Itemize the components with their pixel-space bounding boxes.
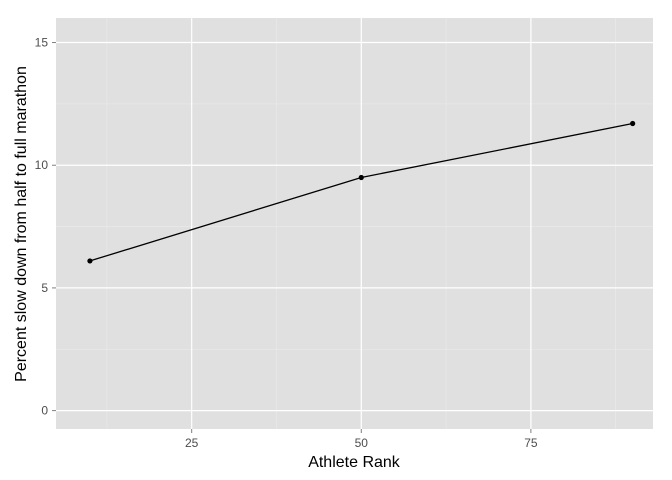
x-tick-label: 75 [524,436,538,450]
y-axis-title: Percent slow down from half to full mara… [13,66,30,382]
data-point [358,174,364,181]
y-axis-ticks: 0 5 10 15 [35,36,56,418]
y-tick-label: 5 [41,281,48,295]
major-gridlines [56,18,653,429]
data-point [630,120,636,127]
x-axis-ticks: 25 50 75 [185,429,538,450]
y-tick-label: 15 [35,36,49,50]
y-tick-label: 0 [41,404,48,418]
x-axis-title: Athlete Rank [308,454,401,471]
plot-panel [56,18,653,429]
data-point [87,258,93,264]
points-layer [87,120,636,264]
minor-gridlines [56,18,653,429]
x-tick-label: 25 [185,436,199,450]
y-tick-label: 10 [35,158,49,172]
x-tick-label: 50 [355,436,369,450]
